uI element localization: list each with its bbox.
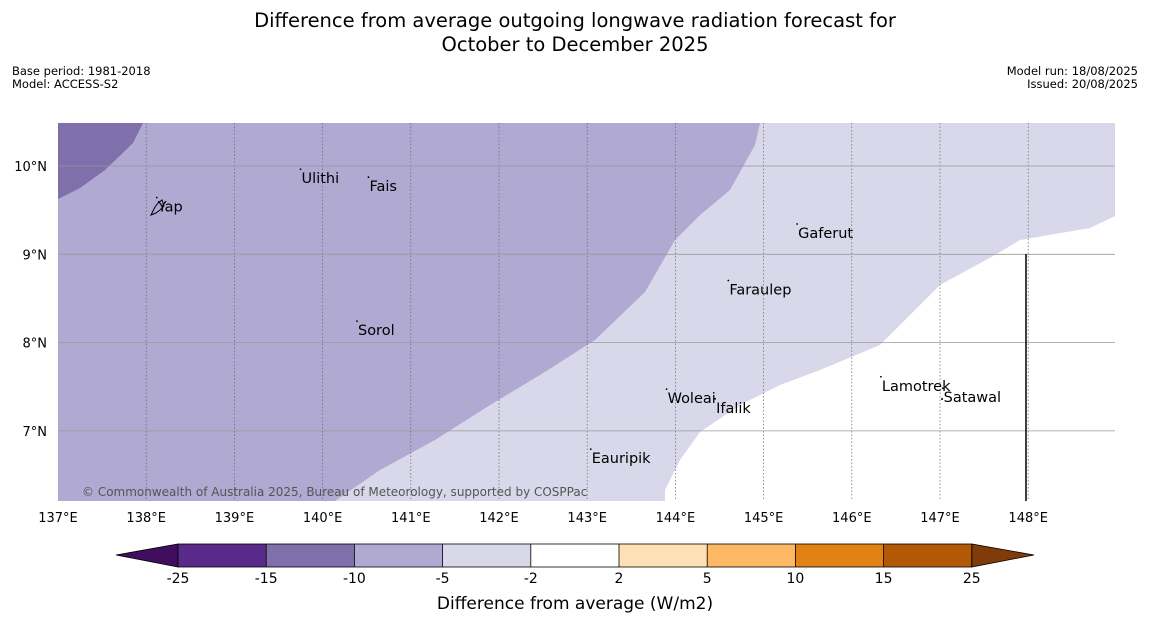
place-label: Yap (157, 200, 183, 216)
colorbar-title: Difference from average (W/m2) (436, 594, 714, 614)
map-title: Difference from average outgoing longwav… (0, 9, 1150, 57)
colorbar-segment (354, 544, 443, 567)
issued-text: Issued: 20/08/2025 (1027, 77, 1138, 91)
latitude-label: 8°N (23, 337, 48, 352)
model-run-text: Model run: 18/08/2025 (1006, 64, 1138, 78)
place-marker (796, 223, 799, 225)
longitude-label: 144°E (656, 511, 696, 526)
colorbar-tick-label: 5 (703, 571, 712, 587)
colorbar-tick-label: 10 (786, 571, 804, 587)
place-marker (589, 448, 592, 451)
colorbar-tick-label: 25 (963, 571, 981, 587)
longitude-label: 145°E (744, 511, 784, 526)
colorbar-segment (530, 544, 619, 567)
colorbar-extend-low (115, 543, 179, 568)
islet-marker (941, 398, 943, 400)
longitude-label: 137°E (38, 511, 78, 526)
anomaly-region-minus10 (58, 123, 760, 501)
base-period-text: Base period: 1981-2018 (12, 64, 151, 78)
meta-left: Base period: 1981-2018 Model: ACCESS-S2 (12, 65, 151, 91)
longitude-label: 142°E (479, 511, 519, 526)
copyright-text: © Commonwealth of Australia 2025, Bureau… (82, 485, 587, 499)
axis-labels: 137°E 138°E 139°E 140°E 141°E 142°E 143°E 144°E… (14, 160, 1048, 526)
place-marker (727, 279, 730, 282)
longitude-label: 146°E (832, 511, 872, 526)
colorbar-tick-label: -15 (255, 571, 278, 587)
colorbar-segment (795, 544, 884, 567)
place-marker (714, 397, 716, 400)
colorbar-segment (619, 544, 708, 567)
colorbar-segment (178, 544, 267, 567)
longitude-label: 147°E (920, 511, 960, 526)
latitude-label: 10°N (14, 160, 47, 175)
place-marker (356, 320, 358, 323)
colorbar-outline (177, 543, 973, 568)
place-marker (367, 176, 370, 179)
colorbar-tick-label: -25 (167, 571, 190, 587)
model-text: Model: ACCESS-S2 (12, 77, 119, 91)
title-line-1: Difference from average outgoing longwav… (254, 9, 896, 32)
yap-island-outline (149, 199, 165, 216)
place-label: Lamotrek (882, 379, 951, 395)
colorbar-segment (707, 544, 796, 567)
longitude-label: 139°E (215, 511, 255, 526)
colorbar: -25 -15 -10 -5 -2 2 5 10 15 25 (115, 543, 1035, 587)
place-label: Woleai (668, 391, 716, 407)
colorbar-tick-label: -10 (343, 571, 366, 587)
place-label: Ulithi (302, 171, 340, 187)
place-label: Fais (369, 179, 396, 195)
place-labels: Ulithi Fais Yap Gaferut Faraulep Sorol WoleaiI… (155, 168, 1001, 467)
colorbar-tick-label: -2 (524, 571, 538, 587)
colorbar-extend-high (971, 543, 1035, 568)
meta-right: Model run: 18/08/2025 Issued: 20/08/2025 (1007, 65, 1138, 91)
colorbar-segment (442, 544, 531, 567)
colorbar-tick-label: 2 (615, 571, 624, 587)
place-marker (299, 168, 302, 171)
colorbar-segment (883, 544, 972, 567)
olr-anomaly-field (58, 123, 1115, 501)
graticule (58, 123, 1115, 501)
place-marker (941, 387, 944, 390)
colorbar-segment (266, 544, 355, 567)
place-marker (155, 196, 158, 199)
place-marker (880, 375, 882, 378)
place-marker (665, 388, 668, 391)
place-label: Sorol (358, 323, 395, 339)
place-label: Gaferut (798, 226, 853, 242)
anomaly-region-minus15 (58, 123, 143, 199)
place-label: Eauripik (592, 451, 651, 467)
longitude-label: 148°E (1008, 511, 1048, 526)
place-label: Satawal (944, 390, 1001, 406)
latitude-label: 7°N (23, 425, 48, 440)
longitude-label: 143°E (567, 511, 607, 526)
title-line-2: October to December 2025 (441, 33, 709, 56)
longitude-label: 141°E (391, 511, 431, 526)
latitude-label: 9°N (23, 248, 48, 263)
colorbar-tick-label: -5 (436, 571, 450, 587)
longitude-label: 138°E (126, 511, 166, 526)
place-label: Ifalik (716, 401, 751, 417)
longitude-label: 140°E (303, 511, 343, 526)
colorbar-tick-label: 15 (875, 571, 893, 587)
place-label: Faraulep (729, 283, 791, 299)
